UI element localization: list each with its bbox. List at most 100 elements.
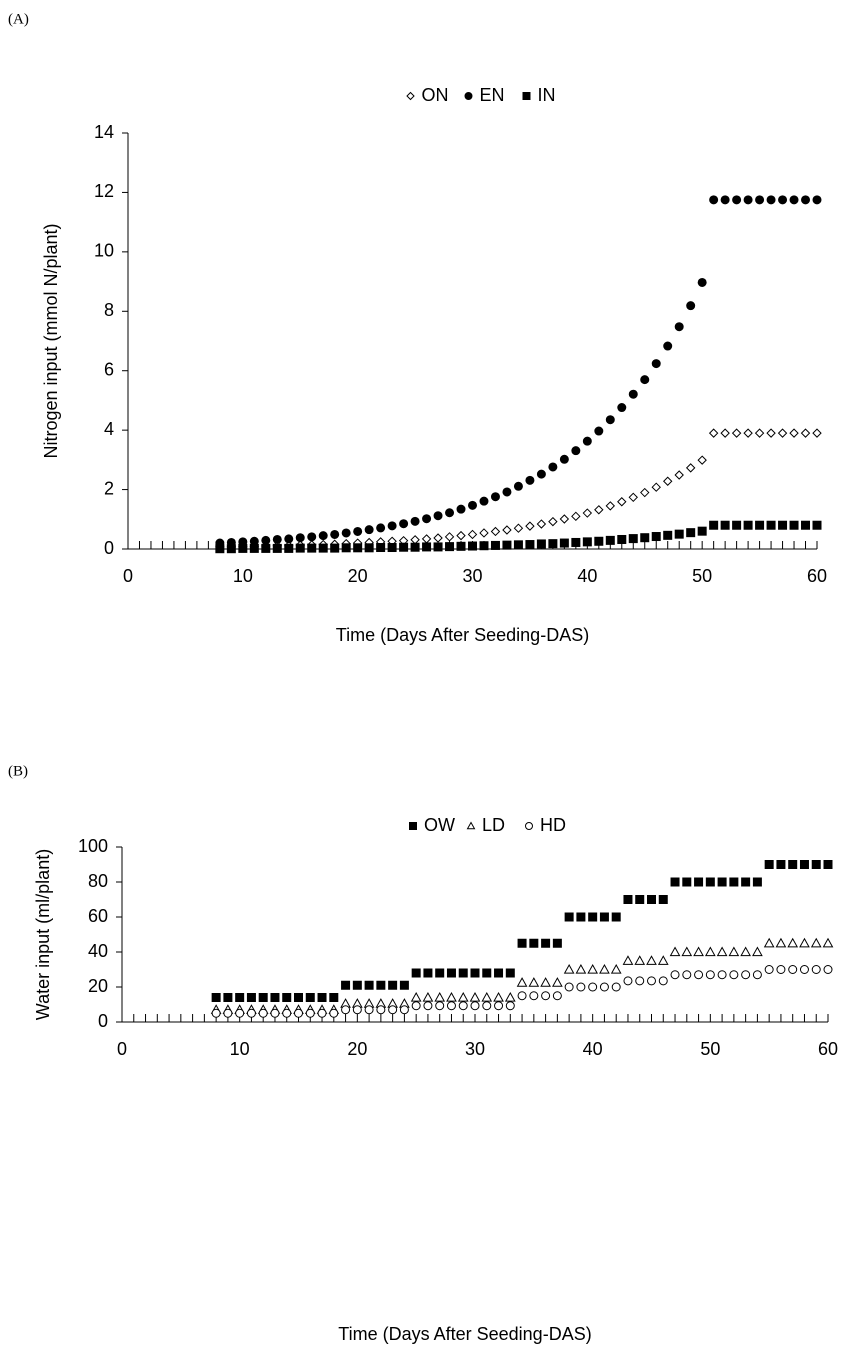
point [610, 963, 622, 974]
point [720, 520, 730, 530]
point [456, 541, 466, 551]
point [513, 481, 523, 491]
point [399, 980, 409, 990]
point [548, 516, 558, 527]
point [766, 428, 776, 438]
panel-label: (B) [8, 763, 28, 779]
point [364, 1005, 374, 1015]
point [433, 533, 443, 543]
point [663, 341, 673, 351]
point [686, 301, 696, 311]
point [434, 991, 446, 1002]
point [433, 511, 443, 521]
legend-label: IN [538, 85, 556, 105]
point [376, 543, 386, 553]
point [435, 968, 445, 978]
point [307, 532, 317, 542]
point [571, 446, 581, 456]
point [778, 195, 788, 205]
point [536, 469, 546, 479]
point [617, 403, 627, 413]
point [270, 993, 280, 1002]
point [622, 955, 634, 965]
point [640, 533, 650, 543]
point [261, 535, 271, 545]
point [479, 496, 489, 506]
point [729, 877, 739, 887]
point [811, 965, 821, 974]
point [422, 991, 434, 1002]
y-tick-label: 100 [78, 836, 108, 856]
point [811, 860, 821, 869]
point [812, 428, 822, 438]
point [295, 533, 305, 543]
point [599, 982, 609, 992]
point [235, 1008, 245, 1018]
point [670, 877, 680, 887]
point [470, 1001, 480, 1011]
point [445, 508, 455, 518]
point [697, 526, 707, 536]
x-tick-label: 40 [583, 1039, 603, 1059]
point [559, 454, 569, 464]
point [766, 195, 776, 205]
point [329, 1008, 339, 1018]
point [376, 523, 386, 533]
point [743, 520, 753, 530]
point [529, 938, 539, 948]
point [789, 428, 799, 438]
x-tick-label: 10 [233, 566, 253, 586]
x-tick-label: 60 [807, 566, 827, 586]
point [410, 542, 420, 552]
y-tick-label: 80 [88, 871, 108, 891]
point [708, 428, 719, 438]
legend-marker [525, 822, 533, 830]
point [490, 492, 500, 502]
point [421, 534, 432, 544]
point [458, 968, 468, 978]
point [294, 1008, 303, 1018]
point [305, 1008, 315, 1018]
point [709, 520, 719, 530]
point [536, 539, 546, 549]
point [605, 501, 616, 511]
point [317, 993, 327, 1002]
point [493, 991, 504, 1002]
point [810, 937, 822, 948]
point [525, 521, 535, 531]
point [717, 970, 727, 980]
x-tick-label: 10 [230, 1039, 250, 1059]
point [423, 968, 433, 978]
point [353, 526, 363, 536]
y-tick-label: 2 [104, 478, 114, 498]
point [704, 946, 716, 957]
point [728, 946, 740, 957]
point [435, 1001, 445, 1011]
point [341, 1005, 351, 1015]
point [582, 508, 593, 518]
point [258, 1008, 268, 1018]
y-tick-label: 4 [104, 419, 114, 439]
point [446, 991, 457, 1002]
point [341, 980, 351, 990]
point [799, 937, 810, 948]
point [799, 965, 809, 974]
point [717, 877, 727, 887]
legend-marker [466, 821, 476, 830]
point [670, 970, 680, 980]
point [352, 1005, 362, 1015]
point [812, 195, 822, 205]
point [468, 541, 477, 551]
point [801, 520, 811, 530]
point [469, 991, 481, 1002]
x-tick-label: 30 [462, 566, 482, 586]
x-tick-label: 40 [577, 566, 597, 586]
point [456, 504, 466, 514]
point [697, 455, 707, 465]
point [575, 963, 587, 974]
point [513, 523, 524, 533]
point [446, 968, 456, 978]
point [617, 497, 627, 507]
point [741, 877, 751, 887]
point [226, 544, 236, 554]
